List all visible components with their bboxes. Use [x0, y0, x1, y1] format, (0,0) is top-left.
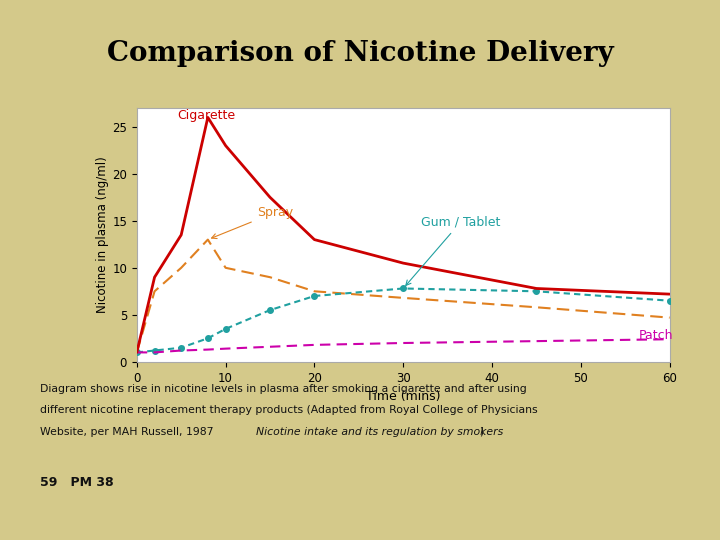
X-axis label: Time (mins): Time (mins)	[366, 390, 441, 403]
Text: Nicotine intake and its regulation by smokers: Nicotine intake and its regulation by sm…	[256, 427, 503, 437]
Text: Patch: Patch	[639, 329, 673, 342]
Y-axis label: Nicotine in plasma (ng/ml): Nicotine in plasma (ng/ml)	[96, 157, 109, 313]
Text: different nicotine replacement therapy products (Adapted from Royal College of P: different nicotine replacement therapy p…	[40, 405, 537, 415]
Text: 59   PM 38: 59 PM 38	[40, 476, 113, 489]
Text: Comparison of Nicotine Delivery: Comparison of Nicotine Delivery	[107, 40, 613, 67]
Text: Website, per MAH Russell, 1987: Website, per MAH Russell, 1987	[40, 427, 217, 437]
Text: Diagram shows rise in nicotine levels in plasma after smoking a cigarette and af: Diagram shows rise in nicotine levels in…	[40, 383, 526, 394]
Text: Cigarette: Cigarette	[177, 109, 235, 122]
Text: Gum / Tablet: Gum / Tablet	[406, 215, 500, 286]
Text: ): )	[479, 427, 483, 437]
Text: Spray: Spray	[212, 206, 293, 239]
